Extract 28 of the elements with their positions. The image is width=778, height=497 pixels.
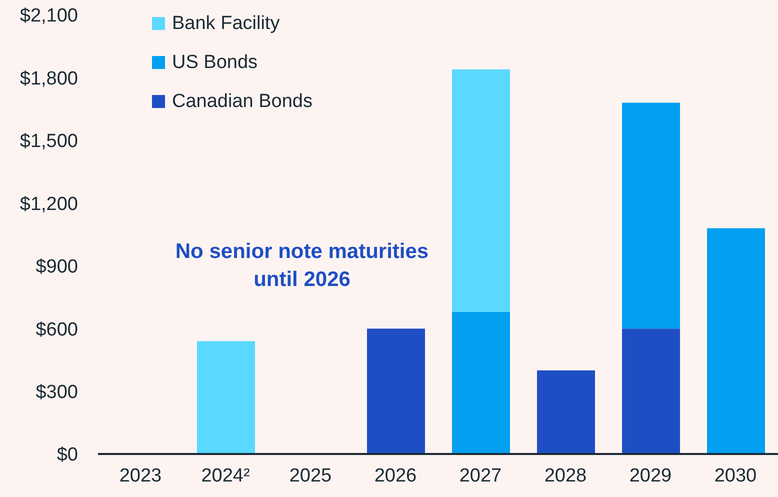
bar [452,312,510,454]
bar [707,228,765,454]
bar [197,341,255,454]
x-tick-label: 2027 [459,465,502,486]
y-tick-label: $300 [36,382,78,404]
x-tick-label: 2023 [119,465,162,486]
y-tick-label: $1,500 [20,131,78,152]
x-tick-label: 2030 [714,465,757,486]
y-tick-label: $1,800 [20,68,78,90]
y-tick-label: $900 [36,256,78,278]
legend-label: Canadian Bonds [172,90,312,112]
bar [367,328,425,454]
bar [622,102,680,329]
annotation: No senior note maturities until 2026 [174,239,430,293]
x-tick-label: 2029 [629,465,672,486]
y-tick-label: $1,200 [20,194,78,215]
legend-label: US Bonds [172,52,258,74]
bar [452,69,510,312]
legend-label: Bank Facility [172,12,280,34]
bar [537,370,595,454]
y-tick-label: $600 [36,319,78,340]
y-tick-label: $0 [56,444,78,466]
x-tick-label: 2024² [201,465,250,486]
x-tick-label: 2026 [374,465,417,486]
x-tick-label: 2025 [289,465,332,486]
x-tick-label: 2028 [544,465,587,486]
bar [622,328,680,454]
y-tick-label: $2,100 [20,6,78,27]
